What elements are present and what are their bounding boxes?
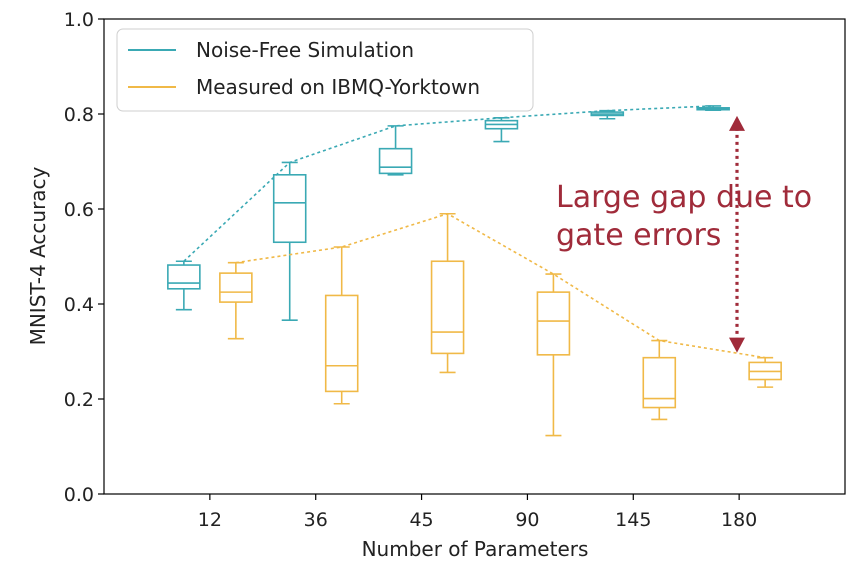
- box-body: [642, 356, 677, 409]
- gap-arrow-head-up: [729, 115, 745, 131]
- box-body: [536, 291, 571, 356]
- x-tick-label: 45: [409, 509, 433, 531]
- max-trend-line: [235, 212, 766, 359]
- box-body: [430, 260, 465, 355]
- legend-box: [116, 28, 534, 112]
- y-tick-label: 0.0: [64, 484, 94, 506]
- max-trend-line: [183, 105, 714, 262]
- x-tick-label: 145: [615, 509, 651, 531]
- y-tick-label: 1.0: [64, 9, 94, 31]
- x-tick-label: 12: [198, 509, 222, 531]
- gap-arrow-head-down: [729, 337, 745, 353]
- box-body: [272, 174, 307, 244]
- y-axis-label: MNIST-4 Accuracy: [26, 166, 50, 345]
- box-body: [378, 147, 413, 175]
- x-axis-label: Number of Parameters: [362, 537, 589, 561]
- legend-entry: Noise-Free Simulation: [196, 38, 414, 62]
- y-tick-label: 0.6: [64, 199, 94, 221]
- box-body: [219, 272, 253, 303]
- y-tick-label: 0.8: [64, 104, 94, 126]
- plot-frame: [103, 18, 846, 495]
- annotation-text: gate errors: [556, 218, 721, 253]
- box-body: [324, 294, 359, 393]
- x-tick-label: 36: [304, 509, 328, 531]
- y-tick-label: 0.4: [64, 294, 94, 316]
- box-body: [167, 264, 201, 290]
- legend-entry: Measured on IBMQ-Yorktown: [196, 75, 480, 99]
- x-tick-label: 90: [515, 509, 539, 531]
- x-tick-label: 180: [721, 509, 757, 531]
- y-tick-label: 0.2: [64, 389, 94, 411]
- annotation-text: Large gap due to: [556, 180, 812, 215]
